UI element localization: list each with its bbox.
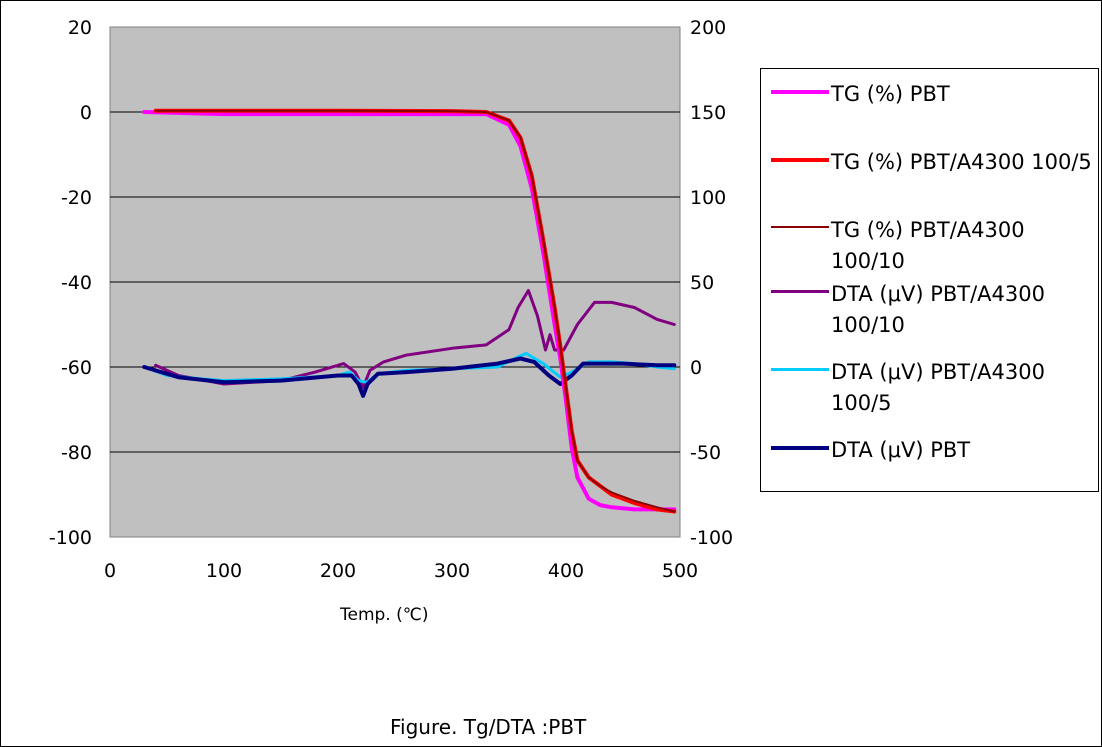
series-line-3 [154, 289, 676, 389]
legend-item: DTA (μV) PBT [771, 435, 1096, 466]
y-right-tick-label: 0 [690, 357, 702, 379]
y-left-tick-label: 0 [80, 102, 92, 124]
legend-swatch [771, 446, 829, 450]
legend-label: DTA (μV) PBT/A4300 100/10 [831, 282, 1045, 337]
y-left-tick-label: -20 [61, 187, 92, 209]
series-line-2 [154, 109, 676, 513]
x-tick-label: 100 [206, 560, 242, 582]
legend-item: DTA (μV) PBT/A4300 100/5 [771, 357, 1096, 419]
legend-item: TG (%) PBT [771, 79, 1096, 110]
legend-label: TG (%) PBT [831, 82, 950, 106]
series-group [142, 108, 677, 514]
series-line-0 [142, 110, 677, 512]
legend-swatch [771, 90, 829, 94]
legend-item: TG (%) PBT/A4300 100/10 [771, 215, 1096, 277]
x-axis-label: Temp. (℃) [340, 605, 429, 625]
x-tick-label: 400 [548, 560, 584, 582]
x-tick-label: 200 [320, 560, 356, 582]
y-right-tick-label: -100 [690, 527, 733, 549]
y-left-tick-label: 20 [68, 17, 92, 39]
y-left-tick-label: -100 [49, 527, 92, 549]
y-right-tick-label: 100 [690, 187, 726, 209]
y-left-tick-label: -60 [61, 357, 92, 379]
y-right-tick-label: 50 [690, 272, 714, 294]
legend-label: TG (%) PBT/A4300 100/10 [831, 218, 1025, 273]
y-right-tick-label: 200 [690, 17, 726, 39]
y-left-tick-label: -80 [61, 442, 92, 464]
legend-item: DTA (μV) PBT/A4300 100/10 [771, 279, 1096, 341]
legend-label: DTA (μV) PBT [831, 438, 971, 462]
legend-swatch [771, 226, 829, 228]
legend-item: TG (%) PBT/A4300 100/5 [771, 147, 1096, 178]
y-right-tick-label: 150 [690, 102, 726, 124]
x-tick-label: 0 [104, 560, 116, 582]
y-left-tick-label: -40 [61, 272, 92, 294]
legend-label: DTA (μV) PBT/A4300 100/5 [831, 360, 1045, 415]
legend-label: TG (%) PBT/A4300 100/5 [831, 150, 1092, 174]
x-tick-label: 500 [662, 560, 698, 582]
series-line-5 [142, 356, 677, 398]
legend-swatch [771, 158, 829, 162]
legend-swatch [771, 290, 829, 293]
x-tick-label: 300 [434, 560, 470, 582]
legend: TG (%) PBT TG (%) PBT/A4300 100/5 TG (%) P… [760, 68, 1099, 492]
legend-swatch [771, 368, 829, 371]
y-right-tick-label: -50 [690, 442, 721, 464]
figure-caption: Figure. Tg/DTA :PBT [390, 715, 587, 739]
